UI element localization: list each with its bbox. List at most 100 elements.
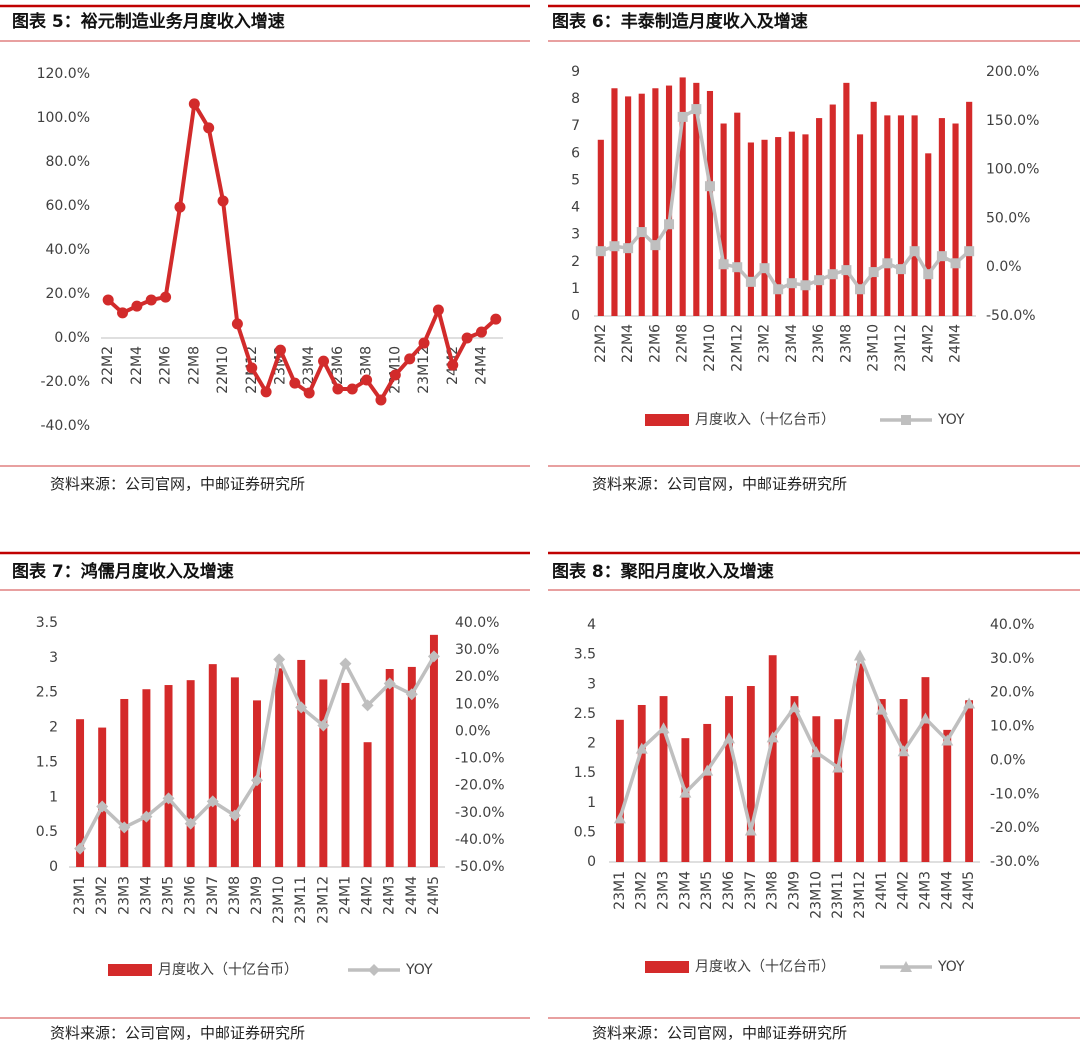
bar: [812, 716, 821, 862]
point-marker: [375, 394, 387, 406]
bar: [761, 139, 768, 316]
bar: [856, 663, 864, 862]
point-marker: [246, 362, 258, 374]
point-marker: [897, 745, 910, 757]
y-tick-label: 1: [571, 281, 580, 297]
point-marker: [404, 353, 416, 365]
x-tick-label: 22M8: [675, 324, 691, 363]
y2-tick-label: 30.0%: [455, 642, 499, 658]
point-marker: [786, 278, 797, 289]
x-tick-label: 23M3: [116, 876, 132, 915]
bar: [164, 685, 173, 867]
bar: [966, 101, 973, 316]
point-marker: [745, 276, 756, 287]
legend-label: 月度收入（十亿台币）: [695, 412, 835, 428]
point-marker: [691, 104, 702, 115]
y-tick-label: 3.5: [574, 647, 596, 663]
point-marker: [595, 246, 606, 257]
point-marker: [827, 269, 838, 280]
point-marker: [759, 263, 770, 274]
x-tick-label: 23M3: [656, 871, 672, 910]
y-tick-label: 2.5: [36, 685, 58, 701]
y-tick-label: 7: [571, 118, 580, 134]
x-tick-label: 23M8: [227, 876, 243, 915]
point-marker: [289, 377, 301, 389]
point-marker: [217, 195, 229, 207]
legend-swatch: [108, 964, 152, 976]
x-tick-label: 24M4: [473, 346, 489, 385]
bar: [186, 680, 195, 867]
y2-tick-label: -50.0%: [986, 308, 1036, 324]
x-tick-label: 24M1: [337, 876, 353, 915]
point-marker: [841, 265, 852, 276]
bar: [679, 77, 686, 316]
y-tick-label: 0.0%: [54, 330, 90, 346]
point-marker: [800, 280, 811, 291]
point-marker: [140, 810, 153, 823]
y-tick-label: 0: [49, 859, 58, 875]
point-marker: [609, 241, 620, 252]
y2-tick-label: 100.0%: [986, 162, 1039, 178]
point-marker: [206, 795, 219, 808]
point-marker: [919, 712, 932, 724]
point-marker: [475, 326, 487, 338]
point-marker: [718, 259, 729, 270]
point-marker: [117, 307, 129, 319]
y-tick-label: 20.0%: [46, 286, 90, 302]
point-marker: [361, 374, 373, 386]
bar: [897, 115, 905, 316]
point-marker: [664, 219, 675, 230]
x-tick-label: 24M5: [961, 871, 977, 910]
point-marker: [96, 800, 109, 813]
point-marker: [131, 300, 143, 312]
point-marker: [383, 677, 396, 690]
x-tick-label: 23M1: [72, 876, 88, 915]
y-tick-label: 9: [571, 64, 580, 80]
x-tick-label: 23M2: [94, 876, 110, 915]
point-marker: [274, 344, 286, 356]
legend-marker: [368, 964, 380, 976]
y-tick-label: 1: [587, 795, 596, 811]
bar: [802, 134, 809, 316]
y-tick-label: 60.0%: [46, 198, 90, 214]
bar: [734, 112, 741, 317]
point-marker: [251, 774, 263, 787]
x-tick-label: 24M4: [404, 876, 420, 915]
point-marker: [701, 764, 714, 776]
point-marker: [923, 269, 934, 280]
bar: [843, 82, 850, 316]
legend-marker: [900, 961, 912, 972]
bar: [693, 82, 700, 316]
series-line: [600, 107, 971, 292]
source-note: 资料来源：公司官网，中邮证券研究所: [592, 1024, 847, 1042]
bar: [816, 118, 823, 316]
point-marker: [317, 719, 330, 732]
point-marker: [909, 246, 920, 257]
y2-tick-label: 40.0%: [990, 617, 1034, 633]
point-marker: [447, 359, 459, 371]
series-line: [106, 101, 498, 403]
bar: [297, 659, 306, 867]
x-tick-label: 23M4: [784, 324, 800, 363]
bar: [829, 104, 836, 317]
point-marker: [231, 318, 243, 330]
x-tick-label: 24M5: [426, 876, 442, 915]
point-marker: [936, 251, 947, 262]
bar: [615, 719, 624, 862]
x-tick-label: 23M2: [757, 324, 773, 363]
y2-tick-label: 40.0%: [455, 615, 499, 631]
x-tick-label: 23M7: [205, 876, 221, 915]
y-tick-label: 100.0%: [37, 110, 90, 126]
x-tick-label: 23M7: [743, 871, 759, 910]
x-tick-label: 23M5: [161, 876, 177, 915]
bar: [230, 677, 239, 867]
legend-swatch: [645, 414, 689, 426]
x-tick-label: 22M4: [620, 324, 636, 363]
x-tick-label: 24M3: [382, 876, 398, 915]
x-tick-label: 22M6: [158, 346, 174, 385]
x-tick-label: 23M8: [765, 871, 781, 910]
point-marker: [389, 369, 401, 381]
y2-tick-label: -30.0%: [990, 854, 1040, 870]
bar: [788, 131, 795, 316]
y-tick-label: 6: [571, 145, 580, 161]
